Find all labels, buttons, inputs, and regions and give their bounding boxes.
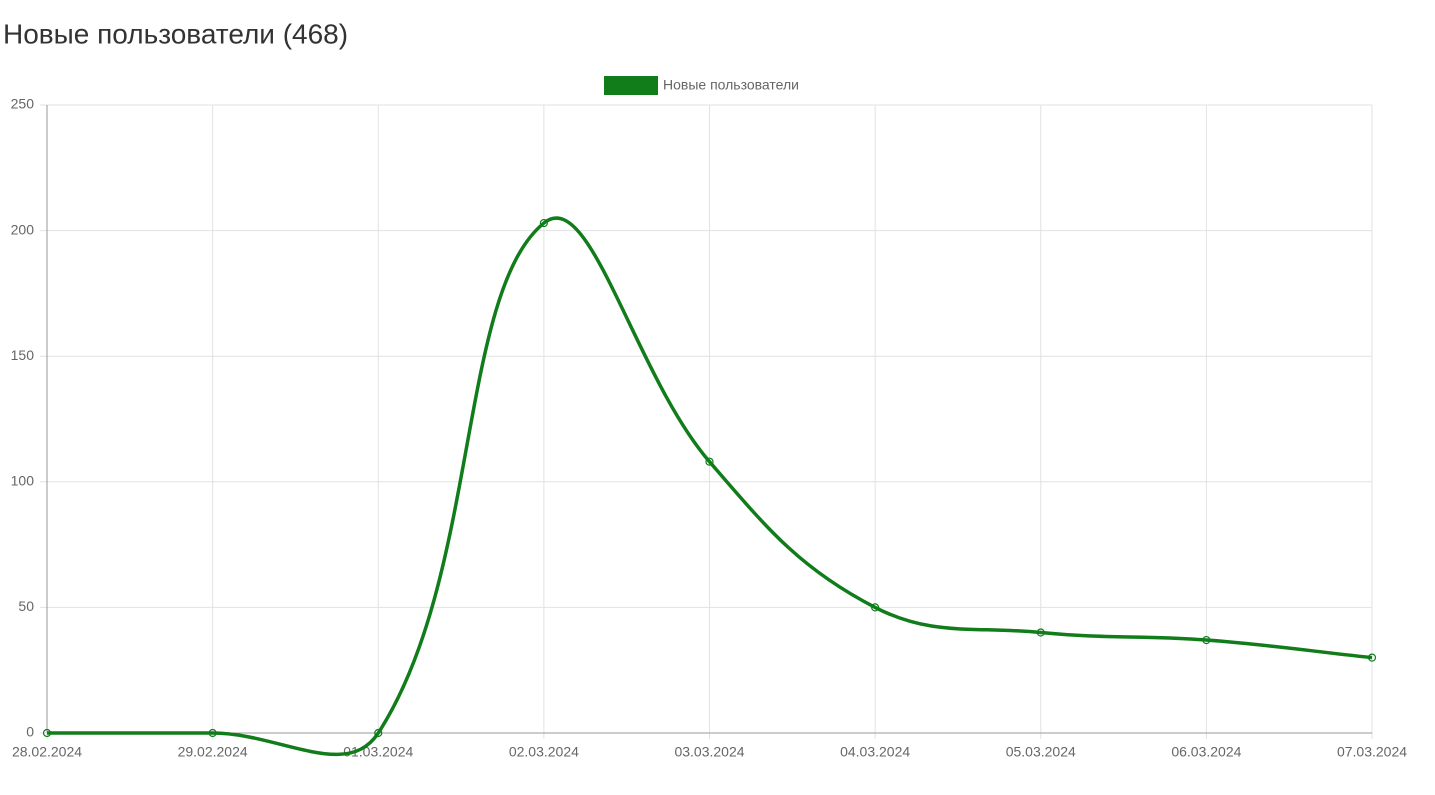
data-point [871, 603, 880, 612]
y-tick-label: 100 [11, 473, 35, 489]
data-line [46, 216, 1373, 757]
y-tick-label: 0 [26, 724, 34, 740]
x-tick-label: 05.03.2024 [1006, 744, 1076, 760]
data-point [1367, 653, 1377, 662]
chart-title: Новые пользователи (468) [3, 18, 348, 49]
x-tick-label: 02.03.2024 [509, 744, 579, 760]
data-point [208, 728, 217, 738]
data-point [539, 218, 548, 228]
legend-swatch [604, 76, 658, 95]
x-tick-label: 04.03.2024 [840, 744, 910, 760]
data-point [1036, 628, 1045, 637]
y-tick-label: 50 [18, 598, 34, 614]
x-tick-label: 28.02.2024 [12, 744, 82, 760]
x-tick-label: 03.03.2024 [674, 744, 744, 760]
x-tick-label: 07.03.2024 [1337, 744, 1407, 760]
data-point [374, 728, 383, 738]
data-point [42, 728, 52, 738]
data-point [1202, 635, 1211, 645]
y-tick-label: 150 [11, 347, 35, 363]
legend-label: Новые пользователи [663, 77, 799, 93]
x-tick-label: 06.03.2024 [1171, 744, 1241, 760]
y-tick-label: 250 [11, 96, 35, 112]
data-point [705, 457, 714, 466]
x-tick-label: 29.02.2024 [178, 744, 248, 760]
y-tick-label: 200 [11, 221, 35, 237]
